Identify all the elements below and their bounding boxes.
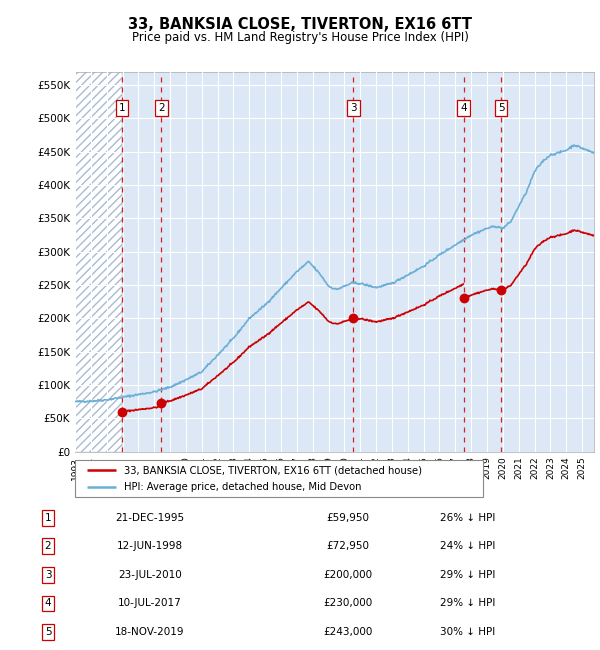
Bar bbox=[75, 72, 122, 452]
Point bbox=[496, 285, 506, 295]
Text: 29% ↓ HPI: 29% ↓ HPI bbox=[440, 570, 496, 580]
Text: 26% ↓ HPI: 26% ↓ HPI bbox=[440, 513, 496, 523]
Point bbox=[118, 406, 127, 417]
Text: 29% ↓ HPI: 29% ↓ HPI bbox=[440, 599, 496, 608]
Text: 5: 5 bbox=[498, 103, 505, 113]
Text: HPI: Average price, detached house, Mid Devon: HPI: Average price, detached house, Mid … bbox=[124, 482, 361, 491]
Text: 21-DEC-1995: 21-DEC-1995 bbox=[115, 513, 185, 523]
Text: 4: 4 bbox=[460, 103, 467, 113]
Text: 33, BANKSIA CLOSE, TIVERTON, EX16 6TT (detached house): 33, BANKSIA CLOSE, TIVERTON, EX16 6TT (d… bbox=[124, 465, 422, 475]
Text: 1: 1 bbox=[119, 103, 125, 113]
Text: Price paid vs. HM Land Registry's House Price Index (HPI): Price paid vs. HM Land Registry's House … bbox=[131, 31, 469, 44]
Text: 2: 2 bbox=[158, 103, 164, 113]
Text: 12-JUN-1998: 12-JUN-1998 bbox=[117, 541, 183, 551]
Text: 3: 3 bbox=[350, 103, 356, 113]
Text: 5: 5 bbox=[44, 627, 52, 637]
Text: £243,000: £243,000 bbox=[323, 627, 373, 637]
Text: 1: 1 bbox=[44, 513, 52, 523]
Text: 18-NOV-2019: 18-NOV-2019 bbox=[115, 627, 185, 637]
Point bbox=[157, 398, 166, 408]
Text: 2: 2 bbox=[44, 541, 52, 551]
Point bbox=[349, 313, 358, 324]
Text: 3: 3 bbox=[44, 570, 52, 580]
Bar bbox=[75, 72, 122, 452]
Text: 33, BANKSIA CLOSE, TIVERTON, EX16 6TT: 33, BANKSIA CLOSE, TIVERTON, EX16 6TT bbox=[128, 17, 472, 32]
FancyBboxPatch shape bbox=[75, 460, 483, 497]
Text: £72,950: £72,950 bbox=[326, 541, 370, 551]
Text: £200,000: £200,000 bbox=[323, 570, 373, 580]
Text: £230,000: £230,000 bbox=[323, 599, 373, 608]
Text: £59,950: £59,950 bbox=[326, 513, 370, 523]
Text: 30% ↓ HPI: 30% ↓ HPI bbox=[440, 627, 496, 637]
Text: 23-JUL-2010: 23-JUL-2010 bbox=[118, 570, 182, 580]
Text: 24% ↓ HPI: 24% ↓ HPI bbox=[440, 541, 496, 551]
Text: 4: 4 bbox=[44, 599, 52, 608]
Point bbox=[459, 293, 469, 304]
Text: 10-JUL-2017: 10-JUL-2017 bbox=[118, 599, 182, 608]
